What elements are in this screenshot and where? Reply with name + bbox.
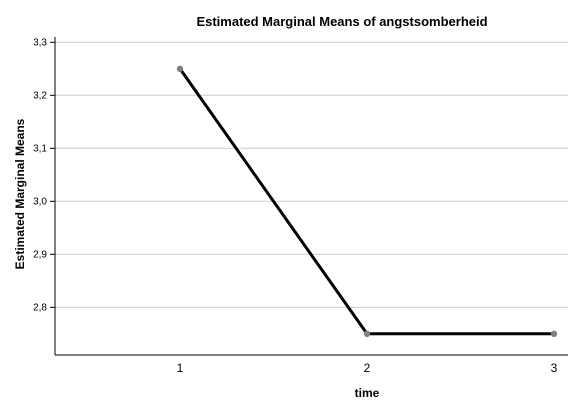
data-point xyxy=(550,330,558,337)
y-tick-label: 3,2 xyxy=(33,90,47,101)
series xyxy=(176,65,558,337)
y-axis-label: Estimated Marginal Means xyxy=(13,118,27,269)
x-tick-label: 2 xyxy=(364,361,371,375)
y-tick-label: 2,9 xyxy=(33,249,47,260)
y-tick-label: 3,0 xyxy=(33,196,47,207)
data-point xyxy=(176,65,184,73)
x-tick-label: 1 xyxy=(177,361,184,375)
x-tick-label: 3 xyxy=(551,361,558,375)
chart-title: Estimated Marginal Means of angstsomberh… xyxy=(196,14,487,29)
y-tick-label: 3,3 xyxy=(33,37,47,48)
x-tick-labels: 1 2 3 xyxy=(177,361,558,375)
grid-lines xyxy=(55,41,568,308)
x-axis-label: time xyxy=(355,386,380,400)
data-point xyxy=(363,330,371,337)
y-tick-label: 3,1 xyxy=(33,143,47,154)
y-ticks xyxy=(50,41,55,308)
y-tick-label: 2,8 xyxy=(33,302,47,313)
y-tick-labels: 2,8 2,9 3,0 3,1 3,2 3,3 xyxy=(33,37,47,313)
